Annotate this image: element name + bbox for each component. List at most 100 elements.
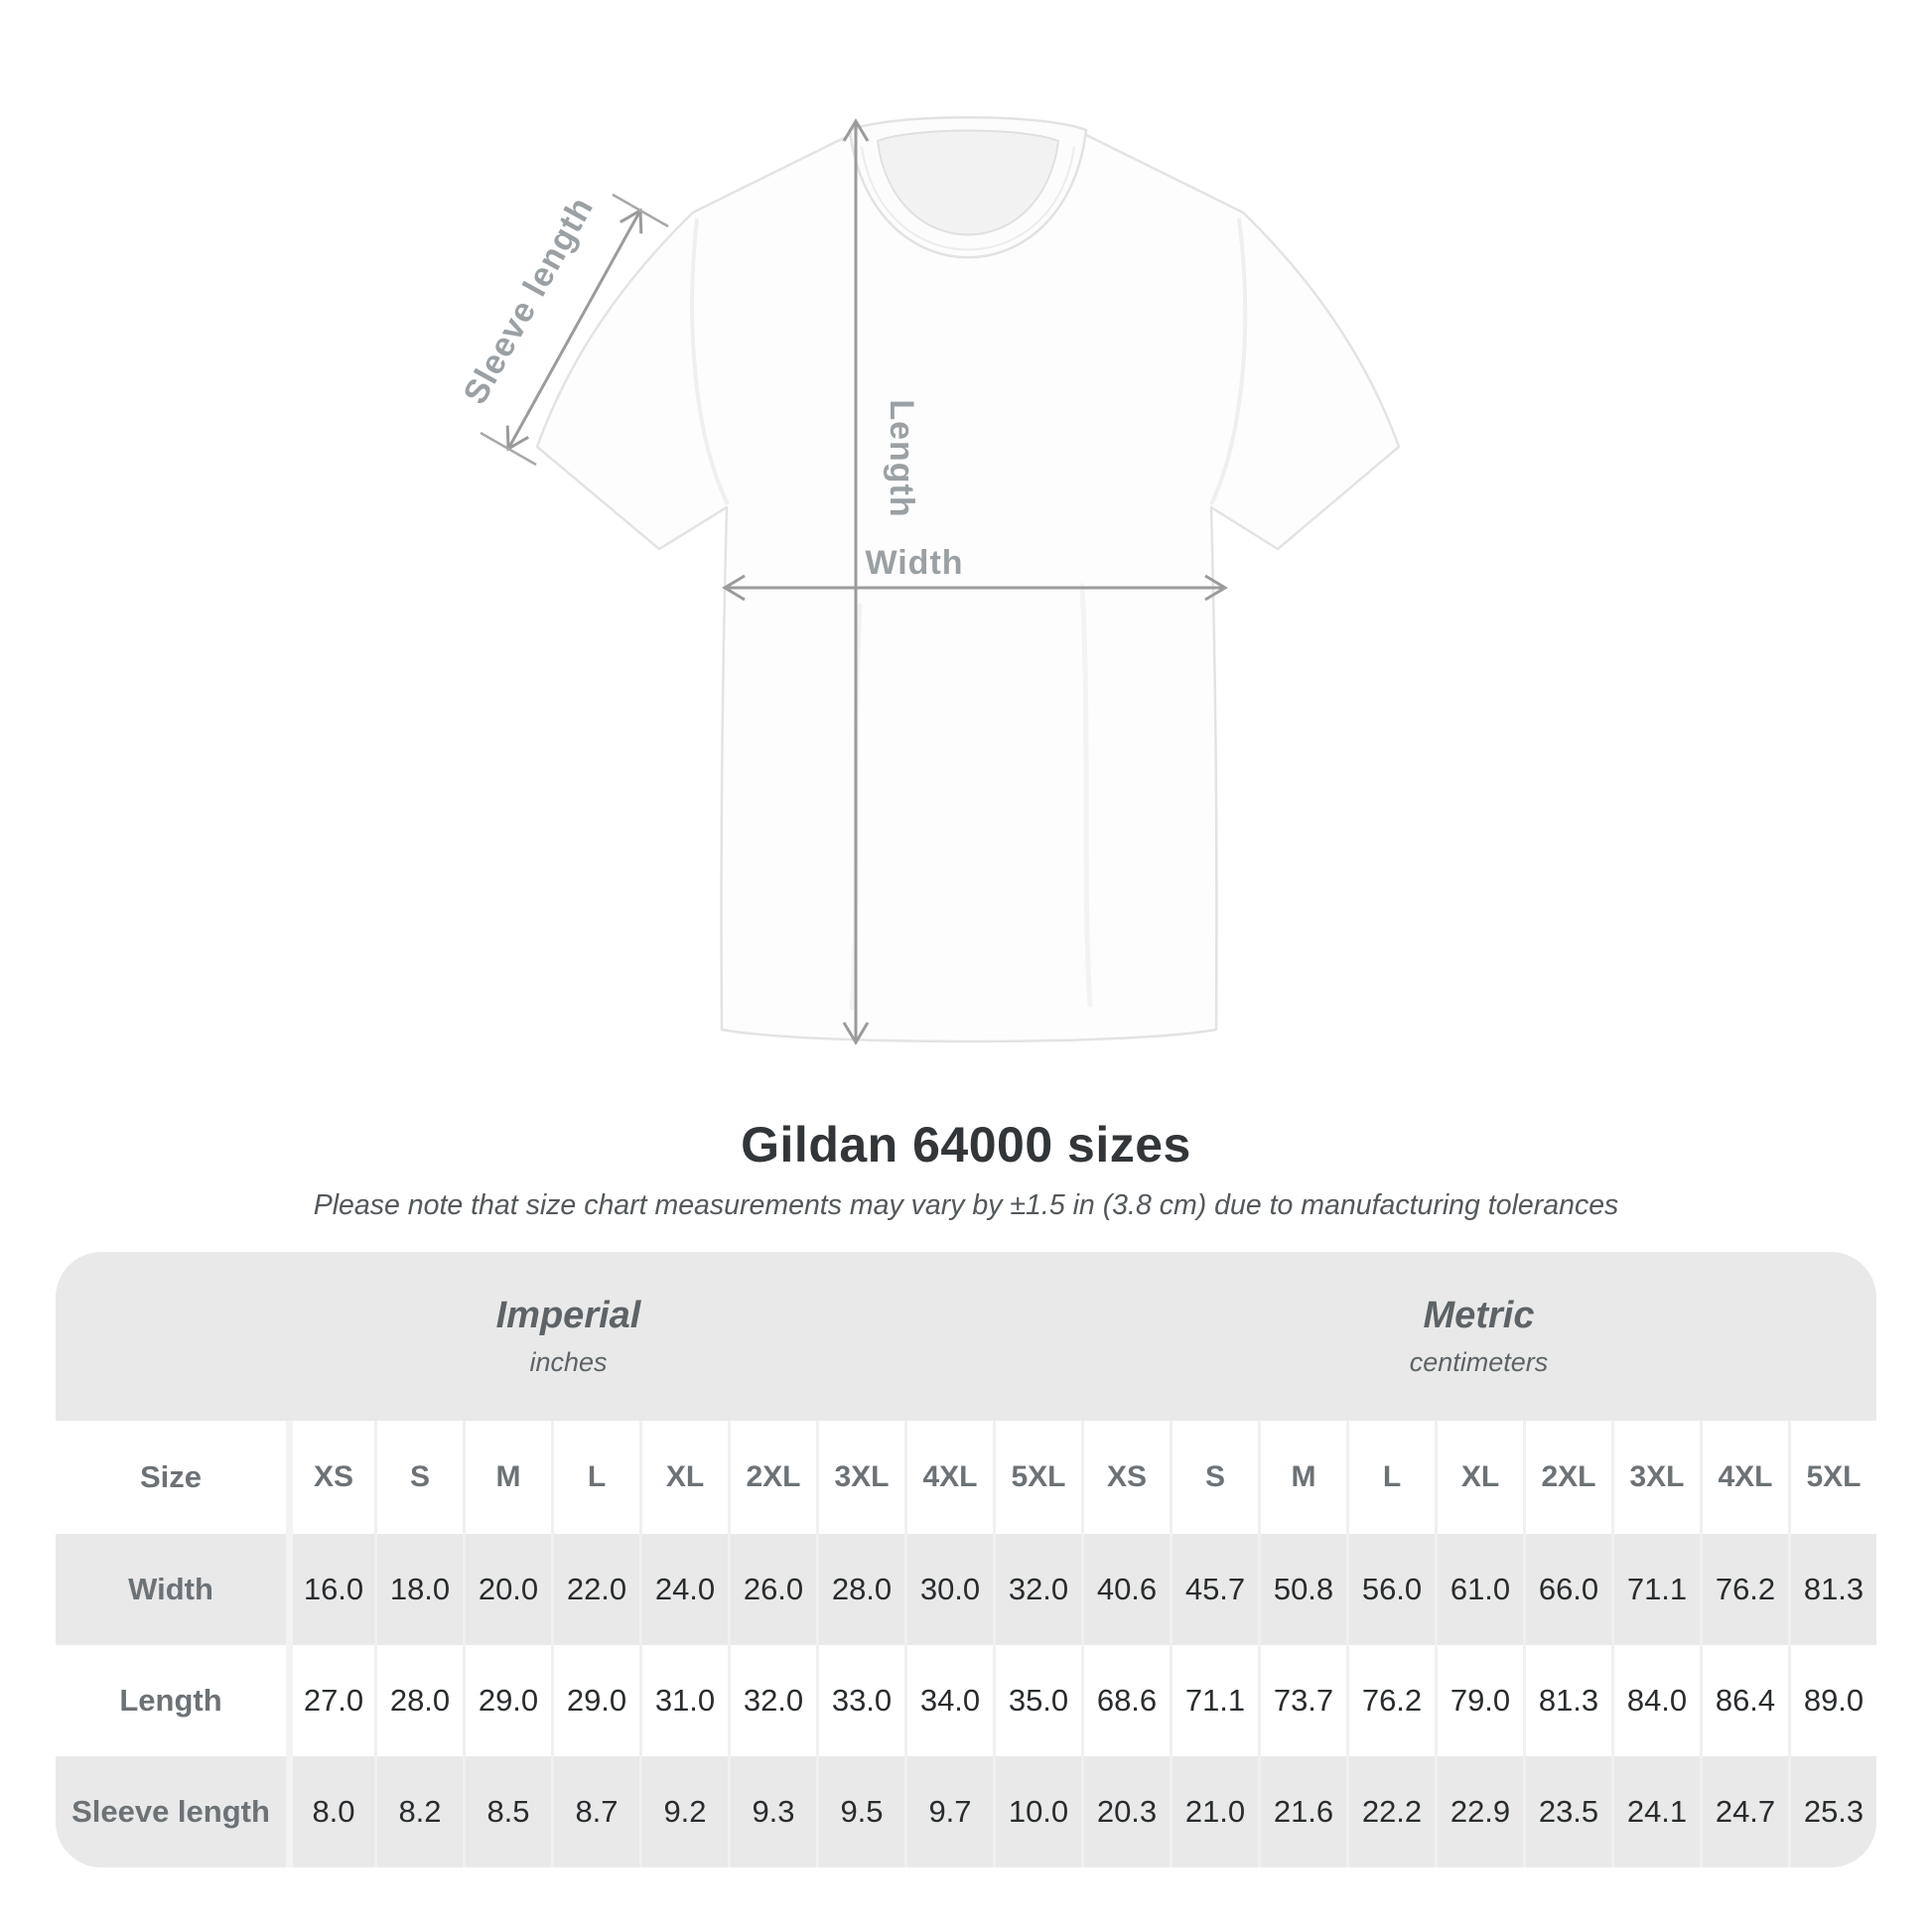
- length-metric-m: 73.7: [1258, 1645, 1346, 1756]
- size-header-row: Size XS S M L XL 2XL 3XL 4XL 5XL XS S M …: [56, 1421, 1876, 1534]
- size-header-metric-4xl: 4XL: [1700, 1421, 1788, 1534]
- sleeve-metric-l: 22.2: [1346, 1756, 1435, 1867]
- length-imperial-4xl: 34.0: [904, 1645, 993, 1756]
- tshirt-illustration: Sleeve length Length Width: [456, 116, 1401, 1045]
- sleeve-imperial-2xl: 9.3: [728, 1756, 816, 1867]
- width-imperial-3xl: 28.0: [816, 1534, 904, 1645]
- size-header-metric-2xl: 2XL: [1523, 1421, 1611, 1534]
- width-imperial-2xl: 26.0: [728, 1534, 816, 1645]
- size-header-metric-s: S: [1170, 1421, 1258, 1534]
- row-label-width: Width: [56, 1534, 286, 1645]
- sleeve-arrow: [505, 207, 643, 452]
- right-armhole-seam: [1209, 217, 1248, 505]
- size-header-imperial-s: S: [374, 1421, 463, 1534]
- width-imperial-5xl: 32.0: [993, 1534, 1081, 1645]
- length-metric-5xl: 89.0: [1788, 1645, 1876, 1756]
- size-header-imperial-xl: XL: [639, 1421, 728, 1534]
- left-armhole-seam: [690, 217, 730, 505]
- row-label-sleeve-length: Sleeve length: [56, 1756, 286, 1867]
- width-imperial-s: 18.0: [374, 1534, 463, 1645]
- imperial-name: Imperial: [495, 1295, 641, 1336]
- length-imperial-s: 28.0: [374, 1645, 463, 1756]
- sleeve-imperial-xl: 9.2: [639, 1756, 728, 1867]
- width-metric-m: 50.8: [1258, 1534, 1346, 1645]
- width-metric-5xl: 81.3: [1788, 1534, 1876, 1645]
- width-metric-3xl: 71.1: [1611, 1534, 1700, 1645]
- sleeve-metric-3xl: 24.1: [1611, 1756, 1700, 1867]
- size-header-imperial-l: L: [551, 1421, 639, 1534]
- sleeve-tick-bottom: [480, 431, 537, 467]
- length-metric-xs: 68.6: [1081, 1645, 1170, 1756]
- shirt-diagram: Sleeve length Length Width: [456, 116, 1401, 1045]
- sleeve-metric-5xl: 25.3: [1788, 1756, 1876, 1867]
- sleeve-imperial-5xl: 10.0: [993, 1756, 1081, 1867]
- size-header-metric-xs: XS: [1081, 1421, 1170, 1534]
- length-metric-l: 76.2: [1346, 1645, 1435, 1756]
- width-label: Width: [865, 544, 963, 582]
- sleeve-imperial-xs: 8.0: [286, 1756, 374, 1867]
- sleeve-metric-2xl: 23.5: [1523, 1756, 1611, 1867]
- size-header-imperial-xs: XS: [286, 1421, 374, 1534]
- width-imperial-xl: 24.0: [639, 1534, 728, 1645]
- size-header-metric-3xl: 3XL: [1611, 1421, 1700, 1534]
- length-imperial-2xl: 32.0: [728, 1645, 816, 1756]
- sleeve-metric-4xl: 24.7: [1700, 1756, 1788, 1867]
- size-column-header: Size: [56, 1421, 286, 1534]
- length-metric-s: 71.1: [1170, 1645, 1258, 1756]
- size-header-metric-xl: XL: [1435, 1421, 1523, 1534]
- metric-name: Metric: [1423, 1295, 1535, 1336]
- length-imperial-5xl: 35.0: [993, 1645, 1081, 1756]
- sleeve-tick-top: [612, 193, 669, 228]
- size-header-metric-m: M: [1258, 1421, 1346, 1534]
- width-row: Width 16.0 18.0 20.0 22.0 24.0 26.0 28.0…: [56, 1534, 1876, 1645]
- unit-header-row: Imperial inches Metric centimeters: [56, 1252, 1876, 1421]
- sleeve-imperial-m: 8.5: [463, 1756, 551, 1867]
- sleeve-imperial-l: 8.7: [551, 1756, 639, 1867]
- wrinkle-line: [1079, 583, 1093, 1008]
- length-metric-3xl: 84.0: [1611, 1645, 1700, 1756]
- width-imperial-xs: 16.0: [286, 1534, 374, 1645]
- length-row: Length 27.0 28.0 29.0 29.0 31.0 32.0 33.…: [56, 1645, 1876, 1756]
- row-label-length: Length: [56, 1645, 286, 1756]
- width-metric-s: 45.7: [1170, 1534, 1258, 1645]
- sleeve-metric-xs: 20.3: [1081, 1756, 1170, 1867]
- length-imperial-xl: 31.0: [639, 1645, 728, 1756]
- length-imperial-3xl: 33.0: [816, 1645, 904, 1756]
- length-imperial-l: 29.0: [551, 1645, 639, 1756]
- width-imperial-m: 20.0: [463, 1534, 551, 1645]
- length-metric-xl: 79.0: [1435, 1645, 1523, 1756]
- length-metric-4xl: 86.4: [1700, 1645, 1788, 1756]
- size-header-imperial-3xl: 3XL: [816, 1421, 904, 1534]
- sleeve-metric-s: 21.0: [1170, 1756, 1258, 1867]
- sleeve-length-row: Sleeve length 8.0 8.2 8.5 8.7 9.2 9.3 9.…: [56, 1756, 1876, 1867]
- width-metric-xl: 61.0: [1435, 1534, 1523, 1645]
- collar-inner: [876, 129, 1060, 236]
- sleeve-metric-xl: 22.9: [1435, 1756, 1523, 1867]
- sleeve-imperial-3xl: 9.5: [816, 1756, 904, 1867]
- width-metric-4xl: 76.2: [1700, 1534, 1788, 1645]
- length-imperial-m: 29.0: [463, 1645, 551, 1756]
- length-imperial-xs: 27.0: [286, 1645, 374, 1756]
- width-metric-2xl: 66.0: [1523, 1534, 1611, 1645]
- size-table: Imperial inches Metric centimeters Size …: [56, 1252, 1876, 1867]
- sleeve-metric-m: 21.6: [1258, 1756, 1346, 1867]
- size-header-metric-5xl: 5XL: [1788, 1421, 1876, 1534]
- length-metric-2xl: 81.3: [1523, 1645, 1611, 1756]
- size-header-metric-l: L: [1346, 1421, 1435, 1534]
- length-label: Length: [883, 399, 920, 517]
- imperial-unit: inches: [529, 1347, 608, 1377]
- unit-group-metric: Metric centimeters: [1081, 1252, 1876, 1421]
- sleeve-imperial-4xl: 9.7: [904, 1756, 993, 1867]
- page-title: Gildan 64000 sizes: [741, 1117, 1191, 1173]
- tshirt-body: [535, 120, 1401, 1043]
- size-header-imperial-5xl: 5XL: [993, 1421, 1081, 1534]
- width-imperial-l: 22.0: [551, 1534, 639, 1645]
- size-header-imperial-m: M: [463, 1421, 551, 1534]
- metric-unit: centimeters: [1409, 1347, 1549, 1377]
- width-metric-xs: 40.6: [1081, 1534, 1170, 1645]
- size-header-imperial-2xl: 2XL: [728, 1421, 816, 1534]
- unit-group-imperial: Imperial inches: [56, 1252, 1081, 1421]
- width-metric-l: 56.0: [1346, 1534, 1435, 1645]
- width-imperial-4xl: 30.0: [904, 1534, 993, 1645]
